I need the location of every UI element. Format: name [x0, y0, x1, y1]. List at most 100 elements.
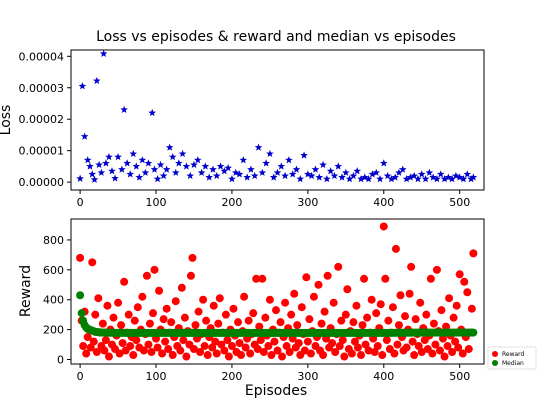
reward-point [145, 319, 154, 328]
loss-point [425, 168, 434, 176]
reward-point [360, 274, 369, 283]
loss-point [148, 108, 157, 117]
reward-point [340, 352, 349, 361]
reward-point [373, 342, 382, 351]
reward-point [164, 345, 173, 354]
reward-point [214, 319, 223, 328]
reward-point [155, 286, 164, 295]
x-axis-label: Episodes [245, 383, 307, 399]
reward-point [407, 262, 416, 271]
reward-point [273, 346, 282, 355]
reward-point [234, 318, 243, 327]
loss-point [175, 159, 183, 167]
reward-point [379, 222, 388, 231]
reward-axes-frame [70, 218, 485, 365]
reward-point [256, 336, 265, 345]
reward-point [414, 342, 423, 351]
loss-x-tick-label: 500 [449, 196, 470, 209]
loss-point [292, 165, 301, 173]
loss-point [311, 165, 320, 173]
reward-point [317, 319, 326, 328]
reward-point [294, 339, 303, 348]
legend-box [487, 346, 537, 370]
reward-point [132, 336, 141, 345]
reward-point [153, 343, 162, 352]
reward-point [337, 316, 346, 325]
loss-point [469, 173, 478, 181]
reward-point [331, 348, 340, 357]
reward-point [329, 298, 338, 307]
reward-point [358, 321, 367, 330]
reward-point [411, 315, 420, 324]
loss-point [269, 173, 278, 181]
reward-point [171, 297, 180, 306]
reward-point [212, 349, 221, 358]
reward-point [92, 348, 101, 357]
reward-point [215, 294, 224, 303]
reward-point [227, 342, 236, 351]
reward-point [367, 295, 376, 304]
reward-point [384, 316, 393, 325]
reward-point [467, 304, 476, 313]
loss-x-tick-label: 300 [297, 196, 318, 209]
reward-point [133, 303, 142, 312]
reward-point [83, 333, 92, 342]
reward-point [100, 346, 109, 355]
reward-point [422, 310, 431, 319]
loss-axes-frame [70, 49, 485, 191]
loss-point [334, 162, 343, 170]
reward-point [306, 349, 315, 358]
reward-point [142, 271, 151, 280]
reward-point [443, 342, 452, 351]
reward-y-tick-label: 400 [43, 294, 64, 307]
loss-point [212, 171, 221, 180]
reward-point [196, 348, 205, 357]
reward-point [130, 316, 139, 325]
loss-point [224, 163, 232, 172]
loss-point [444, 173, 453, 181]
reward-point [281, 298, 290, 307]
reward-point [463, 288, 472, 297]
reward-point [370, 348, 379, 357]
loss-point [156, 160, 165, 169]
reward-point [353, 343, 362, 352]
loss-point [296, 174, 305, 183]
reward-point [89, 337, 98, 346]
reward-point [271, 306, 280, 315]
reward-point [287, 310, 296, 319]
reward-point [167, 318, 176, 327]
reward-point [309, 292, 318, 301]
reward-point [237, 351, 246, 360]
reward-point [372, 309, 381, 318]
reward-point [98, 319, 107, 328]
loss-point [383, 171, 392, 180]
reward-point [381, 274, 390, 283]
loss-point [323, 174, 331, 183]
reward-point [186, 271, 195, 280]
loss-point [108, 167, 116, 175]
loss-point [402, 174, 411, 183]
reward-point [223, 336, 232, 345]
loss-point [338, 173, 346, 181]
reward-point [88, 258, 97, 267]
loss-point [277, 162, 286, 170]
reward-point [285, 348, 294, 357]
median-point [77, 309, 86, 318]
reward-point [252, 274, 261, 283]
loss-panel: 0 100 200 300 400 500 0.000000.000010.000020.… [0, 49, 485, 209]
loss-y-tick-label: 0.00003 [19, 82, 65, 95]
loss-point [193, 156, 202, 164]
reward-point [144, 340, 153, 349]
reward-point [455, 270, 464, 279]
reward-point [159, 315, 168, 324]
reward-point [314, 280, 323, 289]
reward-point [323, 271, 332, 280]
reward-point [244, 316, 253, 325]
reward-point [334, 262, 343, 271]
loss-point [162, 165, 171, 173]
loss-point [159, 171, 168, 180]
reward-point [220, 346, 229, 355]
reward-point [388, 303, 397, 312]
loss-x-ticks: 0 100 200 300 400 500 [77, 190, 470, 209]
reward-point [451, 337, 460, 346]
